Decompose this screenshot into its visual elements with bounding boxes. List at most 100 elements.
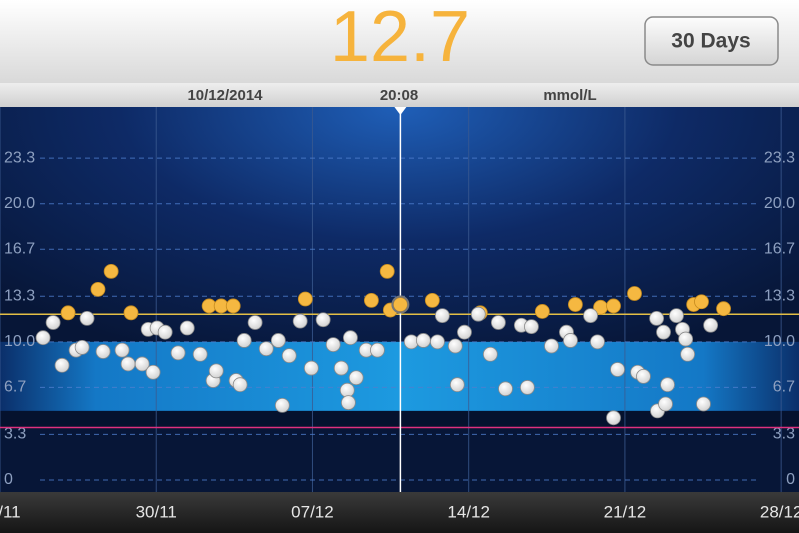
plot-layer: 23/11 30/11 07/12 14/12 21/12 28/12 0 0 3.3 3.3 6.… [0, 107, 799, 521]
reading-point [490, 315, 506, 330]
reading-point [292, 313, 308, 329]
reading-point [315, 312, 331, 328]
y-tick-label-left: 20.0 [4, 195, 35, 212]
reading-point [114, 342, 130, 358]
reading-point [424, 292, 440, 308]
x-tick-label: 21/12 [604, 502, 647, 521]
range-button-label[interactable]: 30 Days [671, 30, 750, 53]
reading-point [519, 380, 535, 395]
x-tick-label: 23/11 [0, 502, 21, 521]
y-tick-label-right: 0 [786, 471, 795, 488]
reading-point [392, 297, 408, 312]
unit: mmol/L [543, 87, 596, 104]
reading-point [498, 381, 513, 397]
reading-point [179, 320, 195, 336]
reading-point [606, 298, 621, 314]
y-tick-label-left: 6.7 [4, 379, 26, 396]
below-target-shade [0, 410, 799, 429]
y-tick-label-right: 10.0 [764, 333, 795, 350]
x-tick-label: 14/12 [447, 502, 490, 521]
reading-point [103, 263, 119, 279]
reading-point [567, 297, 583, 312]
reading-point [606, 410, 621, 426]
reading-point [225, 298, 241, 314]
reading-point [430, 334, 445, 350]
selected-point [391, 295, 410, 314]
reading-point [694, 294, 709, 310]
cursor-handle [394, 107, 407, 115]
current-value: 12.7 [330, 0, 470, 77]
y-tick-label-right: 3.3 [773, 426, 795, 443]
reading-point [660, 377, 675, 393]
reading-point [636, 368, 651, 384]
y-tick-label-left: 16.7 [4, 241, 35, 258]
reading-point [303, 360, 319, 376]
reading-point [170, 345, 186, 361]
reading-point [120, 356, 136, 372]
reading-point [415, 333, 431, 348]
date: 10/12/2014 [187, 87, 263, 104]
reading-point [544, 338, 559, 354]
reading-point [333, 360, 349, 376]
reading-point [379, 263, 395, 279]
y-tick-label-left: 3.3 [4, 426, 26, 443]
reading-point [54, 357, 70, 373]
y-tick-label-left: 23.3 [4, 149, 35, 166]
reading-point [583, 308, 598, 323]
reading-point [524, 319, 539, 335]
reading-point [658, 396, 673, 412]
reading-point [449, 377, 465, 393]
reading-point [716, 301, 731, 317]
time: 20:08 [380, 87, 418, 104]
reading-point [340, 395, 356, 411]
reading-point [363, 292, 379, 308]
y-tick-label-right: 16.7 [764, 241, 795, 258]
reading-point [610, 362, 625, 377]
reading-point [342, 330, 358, 346]
reading-point [95, 344, 111, 359]
y-tick-label-right: 6.7 [773, 379, 795, 396]
reading-point [74, 339, 90, 355]
reading-point [45, 315, 61, 330]
reading-point [534, 304, 550, 319]
reading-point [258, 341, 274, 357]
reading-point [482, 346, 498, 362]
x-axis-bar [0, 492, 799, 533]
reading-point [348, 370, 364, 386]
reading-point [703, 317, 719, 333]
y-tick-label-left: 10.0 [4, 333, 35, 350]
reading-point [678, 331, 694, 347]
reading-point [696, 396, 711, 412]
reading-point [145, 364, 161, 380]
y-tick-label-left: 0 [4, 471, 13, 488]
reading-point [669, 308, 684, 323]
reading-point [123, 305, 139, 321]
reading-point [470, 306, 486, 322]
x-tick-label: 07/12 [291, 502, 334, 521]
reading-point [247, 315, 263, 330]
reading-point [680, 346, 696, 362]
y-tick-label-left: 13.3 [4, 287, 35, 304]
reading-point [208, 363, 224, 379]
reading-point [325, 337, 341, 353]
x-tick-label: 28/12 [760, 502, 799, 521]
x-tick-label: 30/11 [136, 502, 177, 521]
reading-point [134, 356, 150, 372]
reading-point [192, 346, 208, 362]
reading-point [274, 397, 290, 413]
y-tick-label-right: 13.3 [764, 287, 795, 304]
range-button[interactable] [644, 16, 779, 66]
reading-point [297, 291, 313, 307]
reading-point [656, 324, 671, 340]
reading-point [563, 333, 578, 348]
reading-point [627, 286, 642, 301]
reading-point [590, 334, 605, 350]
reading-point [90, 281, 106, 297]
reading-point [236, 333, 252, 348]
y-tick-label-right: 20.0 [764, 195, 795, 212]
reading-point [457, 324, 472, 340]
reading-point [35, 330, 51, 346]
reading-point [649, 310, 665, 326]
reading-point [370, 342, 385, 358]
